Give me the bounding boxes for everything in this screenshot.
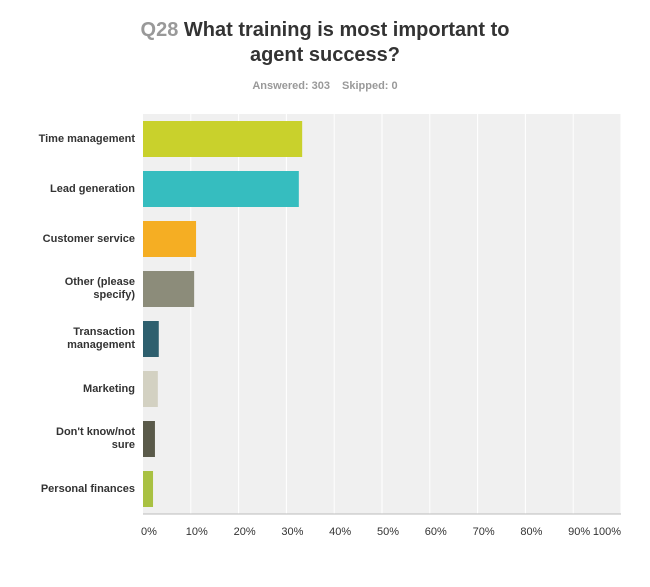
bar [143,371,158,407]
bar [143,221,197,257]
skipped: Skipped: 0 [342,80,398,92]
x-tick-label: 60% [425,526,447,538]
x-tick-label: 80% [520,526,542,538]
x-tick-label: 90% [568,526,590,538]
bar [143,171,299,207]
category-label: Transaction management [67,326,135,351]
question-number: Q28 [140,19,179,41]
x-tick-label: 10% [186,526,208,538]
title-text: What training is most important to agent… [183,19,510,66]
category-label: Lead generation [50,182,135,195]
x-tick-label: 70% [473,526,495,538]
chart-title: Q28 What training is most important to a… [125,18,525,68]
x-tick-label: 40% [329,526,351,538]
bar [143,471,154,507]
category-label: Marketing [83,382,135,395]
category-label: Personal finances [40,482,135,495]
category-label: Customer service [42,232,135,245]
category-label: Time management [38,132,135,145]
answered: Answered: 303 [252,80,331,92]
category-label: Don't know/not sure [56,426,135,451]
x-tick-label: 50% [377,526,399,538]
bar [143,321,159,357]
bar [143,421,155,457]
bar [143,271,195,307]
x-tick-label: 0% [141,526,157,538]
x-tick-label: 100% [593,526,621,538]
x-tick-label: 30% [281,526,303,538]
subtitle: Answered: 303 Skipped: 0 [0,80,650,92]
x-tick-label: 20% [234,526,256,538]
bar [143,121,303,157]
category-label: Other (please specify) [64,276,135,301]
